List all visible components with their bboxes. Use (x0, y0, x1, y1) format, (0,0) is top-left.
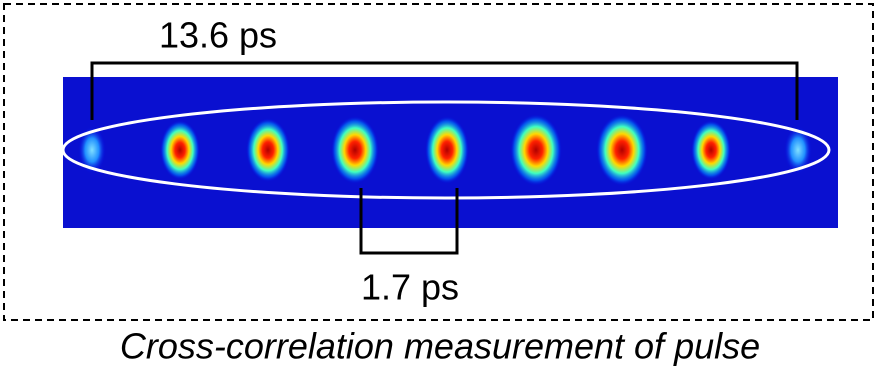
spot (246, 118, 290, 182)
spot (160, 120, 200, 180)
figure: 13.6 ps 1.7 ps Cross-correlation measure… (0, 0, 877, 369)
spot (331, 116, 379, 184)
span-label: 13.6 ps (159, 15, 277, 56)
pulse-spots (78, 114, 812, 186)
spot (596, 114, 648, 186)
spot (510, 114, 562, 186)
spacing-label: 1.7 ps (361, 267, 459, 308)
spot (425, 116, 469, 184)
spot (691, 120, 731, 180)
caption: Cross-correlation measurement of pulse (120, 326, 760, 367)
